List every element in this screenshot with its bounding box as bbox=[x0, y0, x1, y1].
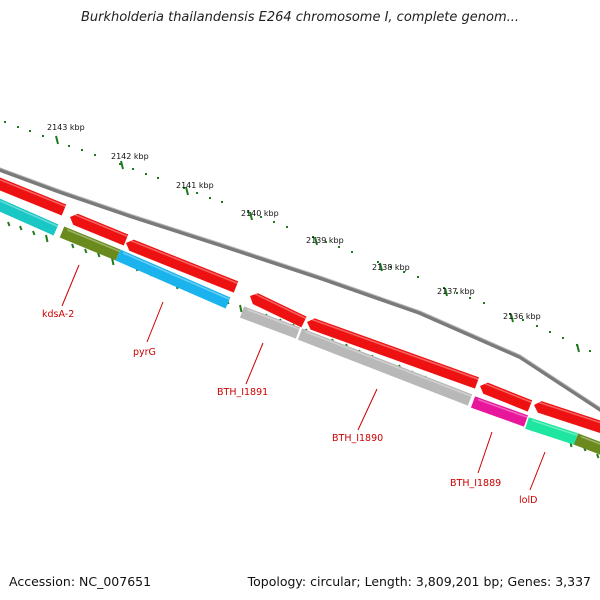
scale-label: 2140 kbp bbox=[241, 209, 279, 218]
scale-label: 2141 kbp bbox=[176, 181, 214, 190]
gene-label: kdsA-2 bbox=[42, 309, 74, 320]
gene-block-BTH_I1890 bbox=[297, 328, 473, 406]
map-title: Burkholderia thailandensis E264 chromoso… bbox=[80, 10, 520, 25]
gene-block-BTH_I1891 bbox=[239, 306, 301, 339]
accession-text: Accession: NC_007651 bbox=[9, 574, 152, 589]
topology-summary: Topology: circular; Length: 3,809,201 bp… bbox=[247, 574, 591, 589]
scale-label: 2143 kbp bbox=[47, 123, 85, 132]
gene-label: pyrG bbox=[133, 347, 156, 358]
scale-label: 2136 kbp bbox=[503, 312, 541, 321]
scale-label: 2138 kbp bbox=[372, 263, 410, 272]
cds-block bbox=[70, 213, 129, 246]
cds-block bbox=[250, 293, 307, 328]
gene-block-BTH_I1889 bbox=[470, 396, 529, 427]
gene-block-lolD bbox=[525, 417, 578, 445]
label-leaders bbox=[61, 264, 546, 491]
gene-labels: kdsA-2 pyrG BTH_I1891 BTH_I1890 BTH_I1889lol… bbox=[42, 309, 537, 506]
cds-block bbox=[534, 401, 600, 434]
cds-block bbox=[126, 239, 239, 293]
scale-label: 2139 kbp bbox=[306, 236, 344, 245]
gene-label: BTH_I1889 bbox=[450, 478, 501, 489]
cds-block bbox=[0, 177, 67, 216]
gene-block-pyrG bbox=[115, 249, 231, 309]
scale-labels: 2143 kbp 2142 kbp 2141 kbp 2140 kbp 2139 kbp… bbox=[47, 123, 541, 321]
gene-label: BTH_I1890 bbox=[332, 433, 383, 444]
gene-block-teal bbox=[0, 198, 59, 236]
cds-block bbox=[307, 318, 480, 389]
gene-block-olive bbox=[573, 433, 600, 455]
scale-label: 2137 kbp bbox=[437, 287, 475, 296]
cds-block bbox=[480, 382, 533, 412]
scale-label: 2142 kbp bbox=[111, 152, 149, 161]
gene-track bbox=[0, 177, 600, 455]
gene-label: BTH_I1891 bbox=[217, 387, 268, 398]
chromosome-backbone bbox=[0, 167, 600, 412]
gene-block-kdsA-2 bbox=[59, 226, 121, 261]
gene-label: lolD bbox=[519, 495, 537, 506]
